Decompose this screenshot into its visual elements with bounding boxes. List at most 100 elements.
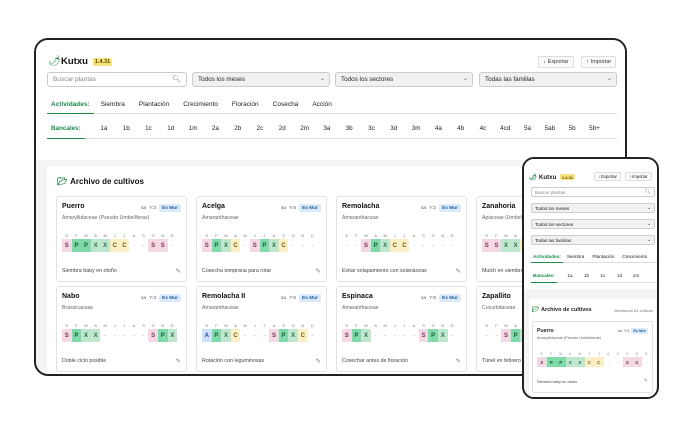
month-letter: S [282, 233, 285, 238]
edit-icon[interactable]: ✎ [455, 358, 461, 365]
edit-icon[interactable]: ✎ [175, 358, 181, 365]
month-letter: E [485, 323, 489, 328]
mobile-bancales-tabs: Bancales: 1a 1b 1c 1d 1m [531, 269, 657, 283]
bancal-tab[interactable]: 2b [234, 125, 242, 132]
edit-icon[interactable]: ✎ [455, 268, 461, 275]
bancal-tab[interactable]: 1b [122, 125, 130, 132]
crop-family: Apiaceae (Umbelíferas) [482, 215, 537, 221]
month-letter: M [103, 323, 107, 328]
calendar-cell: P [81, 239, 91, 252]
crop-card[interactable]: Espinaca Amaranthaceae 1a Y:5 Es Mur E F M A M J J A… [336, 286, 467, 372]
bancal-tab[interactable]: 4c [479, 125, 487, 132]
bancal-tab[interactable]: 1a [100, 125, 108, 132]
calendar-cell: X [510, 239, 521, 252]
search-input[interactable]: Buscar plantas 🔍︎ [47, 72, 187, 87]
crop-family: Amaranthaceae [342, 305, 379, 311]
bancal-tab[interactable]: 3a [323, 125, 331, 132]
month-letter: N [161, 233, 165, 238]
folder-icon: 📂︎ [57, 177, 68, 186]
bancal-tab[interactable]: 4a [434, 125, 442, 132]
mobile-families-select[interactable]: Todas las familias ⌄ [531, 235, 655, 245]
edit-icon[interactable]: ✎ [643, 378, 648, 384]
bancal-tab[interactable]: 1m [632, 273, 640, 278]
month-letter: E [65, 323, 69, 328]
calendar-cell: - [645, 359, 648, 365]
sectors-select[interactable]: Todos los sectores ⌄ [335, 72, 473, 87]
crop-card[interactable]: Acelga Amaranthaceae 4a Y:6 Es Mur E F M A M J J A S O… [196, 196, 327, 282]
bancal-tab[interactable]: 2c [256, 125, 264, 132]
bancal-tab[interactable]: 5b+ [589, 125, 600, 132]
bancales-label: Bancales: [47, 119, 85, 139]
tab-plantacion[interactable]: Plantación [138, 101, 170, 108]
import-button[interactable]: ↑ Importar [581, 56, 617, 68]
calendar-cell: C [230, 239, 241, 252]
bancal-tab[interactable]: 1c [145, 125, 152, 132]
crop-card[interactable]: Remolacha II Amaranthaceae 1a Y:5 Es Mur E F M A… [196, 286, 327, 372]
bancal-tab[interactable]: 1a [567, 273, 573, 278]
edit-icon[interactable]: ✎ [315, 358, 321, 365]
bancal-tab[interactable]: 2d [278, 125, 286, 132]
tab-crecimiento[interactable]: Crecimiento [183, 101, 218, 108]
bancal-tab[interactable]: 5ab [544, 125, 556, 132]
app-name: Kutxu [61, 56, 88, 67]
crop-family: Brassicaceae [62, 305, 94, 311]
crop-card[interactable]: Puerro Amaryllidaceae (Pseudo Umbelíferas… [56, 196, 187, 282]
crop-card[interactable]: Remolacha Amaranthaceae 4a Y:2 Es Mur E F M A M J J… [336, 196, 467, 282]
bancal-tab[interactable]: 1b [583, 273, 590, 278]
mobile-months-select[interactable]: Todos los meses ⌄ [531, 203, 655, 213]
month-letter: J [113, 323, 116, 328]
tab-siembra[interactable]: Siembra [100, 101, 125, 108]
bancal-tab[interactable]: 3m [411, 125, 421, 132]
tab-plantacion[interactable]: Plantación [592, 254, 615, 259]
search-icon: 🔍︎ [644, 189, 651, 195]
calendar-cell: S [202, 239, 212, 252]
bancal-tab[interactable]: 5a [524, 125, 532, 132]
calendar-cell: S [632, 357, 642, 367]
bancal-tab[interactable]: 4cd [500, 125, 511, 132]
calendar-cell: C [399, 239, 410, 252]
month-letter: J [597, 352, 600, 356]
bancal-tab[interactable]: 4b [457, 125, 465, 132]
calendar-cell: - [384, 332, 387, 339]
bancal-tab[interactable]: 3b [345, 125, 353, 132]
mobile-search-input[interactable]: Buscar plantas 🔍︎ [531, 187, 655, 197]
calendar-cell: S [249, 239, 260, 252]
bancal-tab[interactable]: 2a [211, 125, 219, 132]
bancal-tab[interactable]: 3c [368, 125, 375, 132]
bancal-tab[interactable]: 2m [300, 125, 309, 132]
month-letter: E [540, 352, 543, 356]
bancal-tab[interactable]: 1c [600, 273, 606, 278]
families-select[interactable]: Todas las familias ⌄ [479, 72, 617, 87]
tab-siembra[interactable]: Siembra [566, 254, 585, 259]
month-letter: F [495, 233, 498, 238]
mobile-export-button[interactable]: ↓ Exportar [594, 172, 621, 181]
tab-accion[interactable]: Acción [312, 101, 332, 108]
crop-card[interactable]: Puerro Amaryllidaceae (Pseudo Umbelífera… [532, 321, 653, 393]
edit-icon[interactable]: ✎ [315, 268, 321, 275]
crop-card[interactable]: Nabo Brassicaceae 1a Y:3 Es Mur E F M A M J J A S O N D S… [56, 286, 187, 372]
calendar-cell: C [278, 239, 289, 252]
bancal-tab[interactable]: 3d [390, 125, 398, 132]
region-badge: Es Mur [299, 204, 321, 212]
edit-icon[interactable]: ✎ [175, 268, 181, 275]
calendar-cell: S [491, 239, 502, 252]
mobile-sectors-select[interactable]: Todos los sectores ⌄ [531, 219, 655, 229]
brand[interactable]: 🌶 Kutxu 1.4.31 [48, 56, 113, 67]
bancal-tab[interactable]: 1d [167, 125, 175, 132]
mobile-brand[interactable]: 🌶 Kutxu 1.4.31 [529, 173, 575, 181]
bancal-tab[interactable]: 5b [568, 125, 576, 132]
bancal-tab[interactable]: 1d [616, 273, 623, 278]
tab-cosecha[interactable]: Cosecha [272, 101, 299, 108]
tab-crecimiento[interactable]: Crecimiento [622, 254, 648, 259]
month-letter: E [485, 233, 489, 238]
month-letter: J [123, 323, 126, 328]
tab-floracion[interactable]: Floración [231, 101, 259, 108]
months-select[interactable]: Todos los meses ⌄ [192, 72, 330, 87]
region-badge: Es Mur [439, 204, 461, 212]
export-button[interactable]: ↓ Exportar [538, 56, 574, 68]
month-letter: A [272, 323, 276, 328]
bancal-tab[interactable]: 1m [188, 125, 198, 132]
mobile-import-button[interactable]: ↑ Importar [625, 172, 652, 181]
